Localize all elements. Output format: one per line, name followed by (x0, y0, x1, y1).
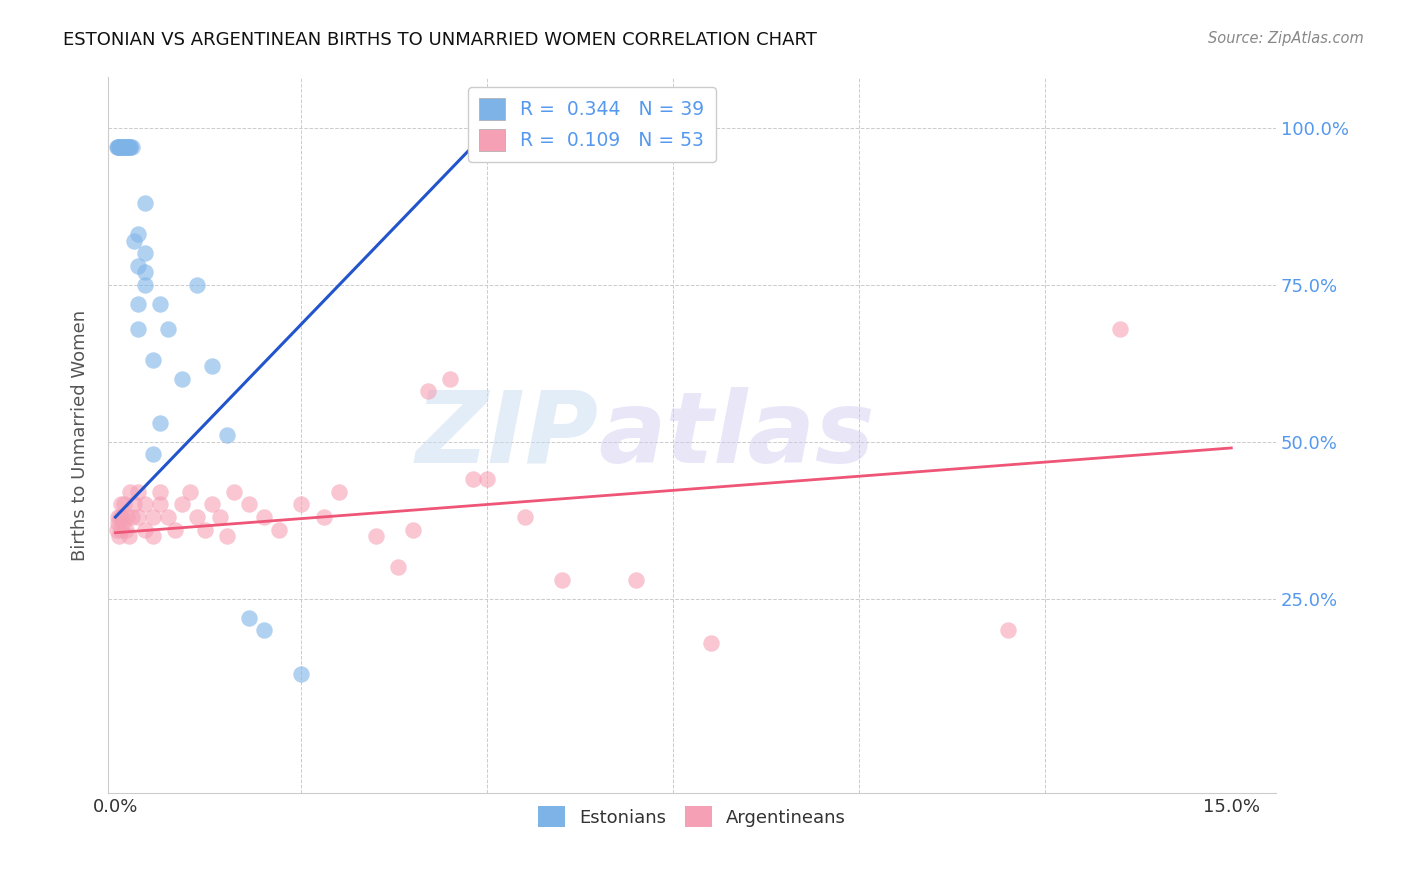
Point (117, 139, 139, 153)
Point (134, 246, 156, 260)
Point (107, 139, 129, 153)
Point (122, 234, 145, 248)
Point (253, 510, 276, 524)
Point (111, 510, 134, 524)
Point (134, 277, 156, 292)
Point (149, 498, 172, 512)
Point (215, 428, 238, 442)
Point (108, 139, 131, 153)
Point (149, 296, 172, 310)
Point (121, 510, 143, 524)
Point (127, 296, 149, 310)
Point (127, 321, 149, 335)
Point (115, 139, 138, 153)
Point (121, 139, 143, 153)
Legend: Estonians, Argentineans: Estonians, Argentineans (530, 799, 853, 834)
Point (120, 139, 142, 153)
Point (551, 573, 574, 587)
Point (290, 498, 312, 512)
Point (127, 227, 149, 242)
Point (149, 416, 172, 430)
Point (142, 353, 165, 368)
Point (997, 623, 1019, 637)
Point (238, 610, 260, 624)
Point (156, 510, 179, 524)
Point (107, 516, 129, 531)
Text: atlas: atlas (599, 387, 875, 483)
Point (172, 372, 194, 386)
Point (105, 139, 128, 153)
Point (290, 667, 312, 681)
Point (127, 259, 149, 273)
Point (108, 139, 131, 153)
Y-axis label: Births to Unmarried Women: Births to Unmarried Women (72, 310, 89, 561)
Point (224, 484, 246, 499)
Point (201, 498, 224, 512)
Point (477, 472, 499, 486)
Point (1108, 321, 1130, 335)
Point (364, 529, 387, 543)
Point (117, 510, 139, 524)
Point (134, 523, 156, 537)
Point (107, 510, 129, 524)
Point (110, 139, 132, 153)
Point (120, 139, 142, 153)
Point (134, 196, 156, 211)
Point (115, 523, 138, 537)
Point (127, 484, 149, 499)
Text: ESTONIAN VS ARGENTINEAN BIRTHS TO UNMARRIED WOMEN CORRELATION CHART: ESTONIAN VS ARGENTINEAN BIRTHS TO UNMARR… (63, 31, 817, 49)
Point (112, 498, 135, 512)
Point (108, 529, 131, 543)
Point (107, 139, 129, 153)
Point (110, 498, 132, 512)
Point (142, 529, 165, 543)
Point (110, 139, 132, 153)
Point (118, 529, 141, 543)
Point (142, 510, 165, 524)
Point (111, 139, 134, 153)
Text: Source: ZipAtlas.com: Source: ZipAtlas.com (1208, 31, 1364, 46)
Point (513, 510, 536, 524)
Point (186, 277, 208, 292)
Point (134, 498, 156, 512)
Point (699, 635, 721, 649)
Point (253, 623, 276, 637)
Point (114, 139, 136, 153)
Point (201, 359, 224, 374)
Point (149, 484, 172, 499)
Point (328, 484, 350, 499)
Point (194, 523, 217, 537)
Point (156, 321, 179, 335)
Point (208, 510, 231, 524)
Point (416, 384, 439, 399)
Point (120, 484, 142, 499)
Point (134, 265, 156, 279)
Point (402, 523, 425, 537)
Point (118, 139, 141, 153)
Point (111, 516, 134, 531)
Point (186, 510, 208, 524)
Point (439, 372, 461, 386)
Point (312, 510, 335, 524)
Point (461, 472, 484, 486)
Point (111, 139, 134, 153)
Point (122, 498, 145, 512)
Point (238, 498, 260, 512)
Point (215, 529, 238, 543)
Point (269, 523, 291, 537)
Point (115, 139, 138, 153)
Point (142, 447, 165, 461)
Point (179, 484, 201, 499)
Text: ZIP: ZIP (416, 387, 599, 483)
Point (108, 510, 131, 524)
Point (172, 498, 194, 512)
Point (112, 139, 135, 153)
Point (387, 560, 409, 574)
Point (110, 523, 132, 537)
Point (105, 523, 128, 537)
Point (127, 510, 149, 524)
Point (624, 573, 647, 587)
Point (163, 523, 186, 537)
